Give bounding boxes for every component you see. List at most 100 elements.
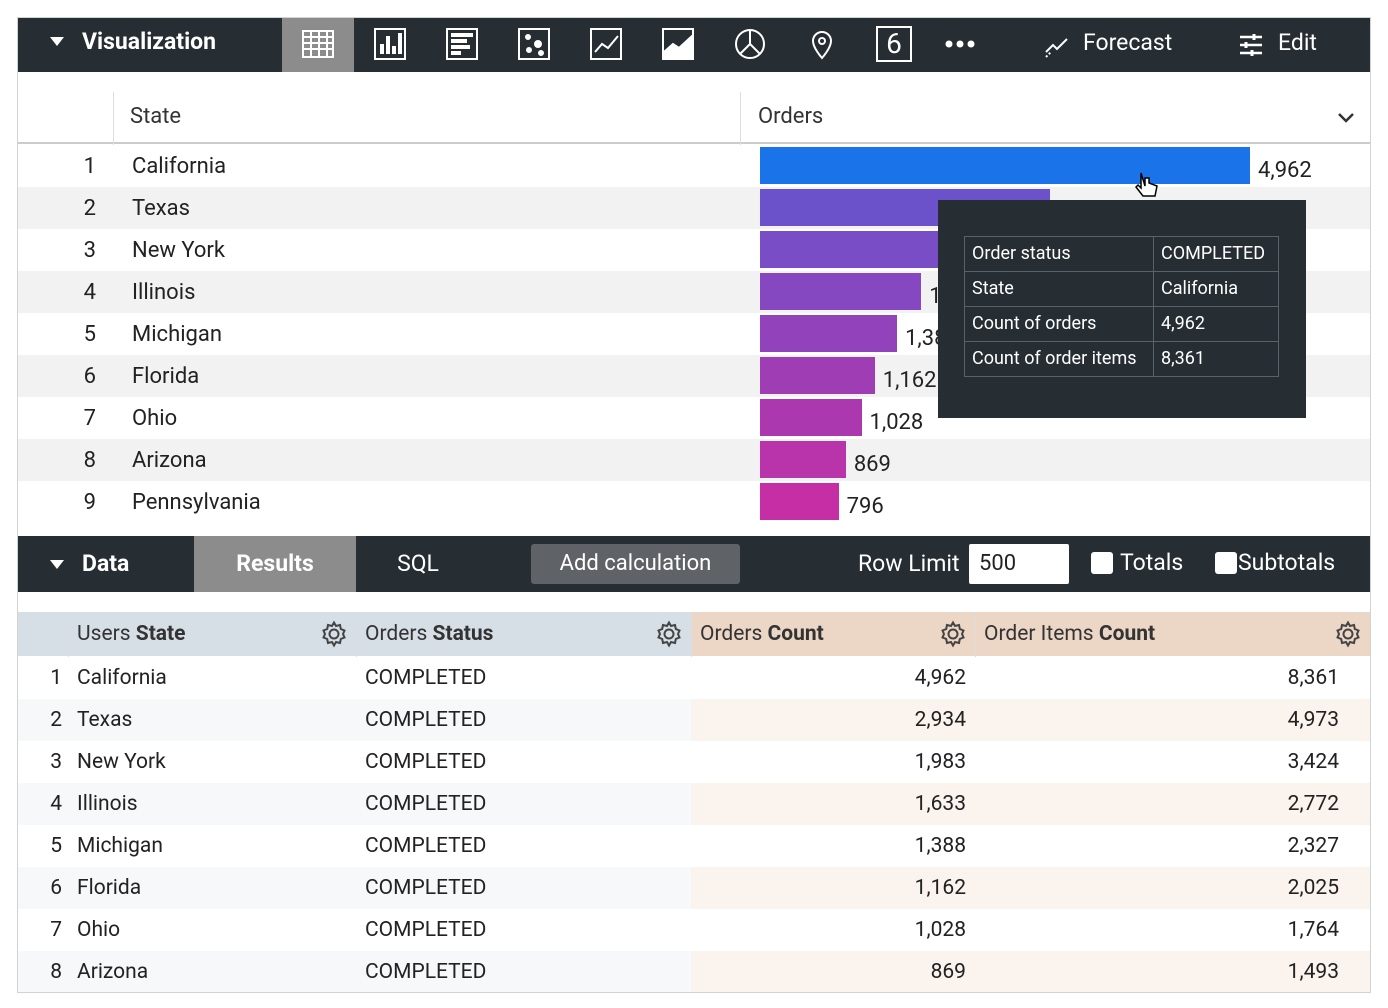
bar [760,357,875,394]
table-cell: 2 [50,708,62,732]
tooltip-key: Count of orders [964,306,1154,342]
gear-icon[interactable] [655,620,683,648]
table-row-measures [691,783,1370,825]
state-name: Illinois [132,279,196,305]
tooltip-value: COMPLETED [1153,236,1279,272]
header-field: Count [1098,622,1156,646]
table-row [18,439,1370,481]
table-cell: 2,772 [1287,792,1339,816]
table-row [18,741,691,783]
checkbox[interactable] [1091,552,1113,574]
tooltip-value: 4,962 [1153,306,1279,342]
table-cell: 8,361 [1287,666,1339,690]
table-row [18,951,691,992]
gear-icon[interactable] [320,620,348,648]
row-number: 6 [83,363,96,389]
viz-type-icon[interactable] [804,26,840,62]
column-header: Order Items Count [984,622,1155,646]
table-cell: 1,162 [914,876,966,900]
table-cell: 1,983 [914,750,966,774]
state-name: Pennsylvania [132,489,261,515]
table-row-measures [691,657,1370,699]
more-icon[interactable] [942,26,978,62]
checkbox[interactable] [1215,552,1237,574]
table-cell: Texas [77,708,133,732]
viz-type-icon[interactable] [732,26,768,62]
state-name: Michigan [132,321,223,347]
bar-label: 1,162 [882,367,937,393]
row-number: 1 [83,153,96,179]
table-cell: COMPLETED [365,792,487,816]
table-cell: 1 [50,666,62,690]
table-cell: New York [77,750,166,774]
table-cell: 4,973 [1287,708,1339,732]
bar [760,483,839,520]
row-number: 5 [83,321,96,347]
explore-panel: Visualization 6 Forecast Edit State Orders 1 Ca… [17,17,1371,993]
bar [760,441,846,478]
table-cell: 3,424 [1287,750,1339,774]
column-header: Users State [77,622,186,646]
bar-label: 1,028 [869,409,924,435]
table-row [18,867,691,909]
single-value-icon[interactable]: 6 [876,26,912,62]
header-view: Order Items [984,622,1094,646]
table-row [18,481,1370,523]
table-cell: Illinois [77,792,138,816]
row-number: 3 [83,237,96,263]
action-button[interactable]: Edit [1278,29,1317,56]
bar-label: 796 [846,493,884,519]
tab[interactable]: SQL [397,550,439,577]
viz-type-icon[interactable] [660,26,696,62]
table-cell: 2,025 [1287,876,1339,900]
checkbox-label: Totals [1120,549,1184,576]
bar [760,231,956,268]
results-header-measures [691,612,1370,656]
viz-type-icon[interactable] [372,26,408,62]
sort-chevron[interactable] [1336,110,1356,124]
tab[interactable]: Results [194,536,356,592]
viz-type-icon[interactable] [300,26,336,62]
header-view: Orders [700,622,763,646]
action-button[interactable]: Forecast [1083,29,1173,56]
table-cell: 3 [50,750,62,774]
add-calculation-button[interactable]: Add calculation [531,544,740,584]
table-row-measures [691,951,1370,992]
bar [760,315,898,352]
bar-label: 869 [853,451,891,477]
table-cell: 869 [930,960,966,984]
row-number: 4 [83,279,96,305]
table-row-measures [691,825,1370,867]
edit-icon [1238,32,1264,58]
header-field: State [135,622,186,646]
header-view: Orders [365,622,428,646]
viz-type-icon[interactable] [444,26,480,62]
viz-type-icon[interactable] [516,26,552,62]
tooltip: Order status COMPLETED State California Coun… [938,200,1306,418]
gear-icon[interactable] [939,620,967,648]
table-cell: 7 [50,918,62,942]
viz-title: Visualization [82,28,217,55]
bar [760,147,1250,184]
row-limit-input[interactable]: 500 [969,544,1069,584]
data-title: Data [82,550,130,577]
table-cell: 1,493 [1287,960,1339,984]
row-number: 7 [83,405,96,431]
header-field: Count [767,622,824,646]
forecast-icon [1044,32,1070,58]
row-number: 9 [83,489,96,515]
collapse-arrow [50,37,64,46]
tooltip-value: California [1153,271,1279,307]
table-cell: 2,327 [1287,834,1339,858]
table-cell: 5 [50,834,62,858]
viz-type-icon[interactable] [588,26,624,62]
bar [760,273,922,310]
table-cell: 1,764 [1287,918,1339,942]
table-cell: 2,934 [914,708,966,732]
table-cell: COMPLETED [365,834,487,858]
column-header: State [130,104,182,129]
gear-icon[interactable] [1334,620,1362,648]
column-header: Orders [758,104,824,129]
viz-header-border [18,142,1370,144]
